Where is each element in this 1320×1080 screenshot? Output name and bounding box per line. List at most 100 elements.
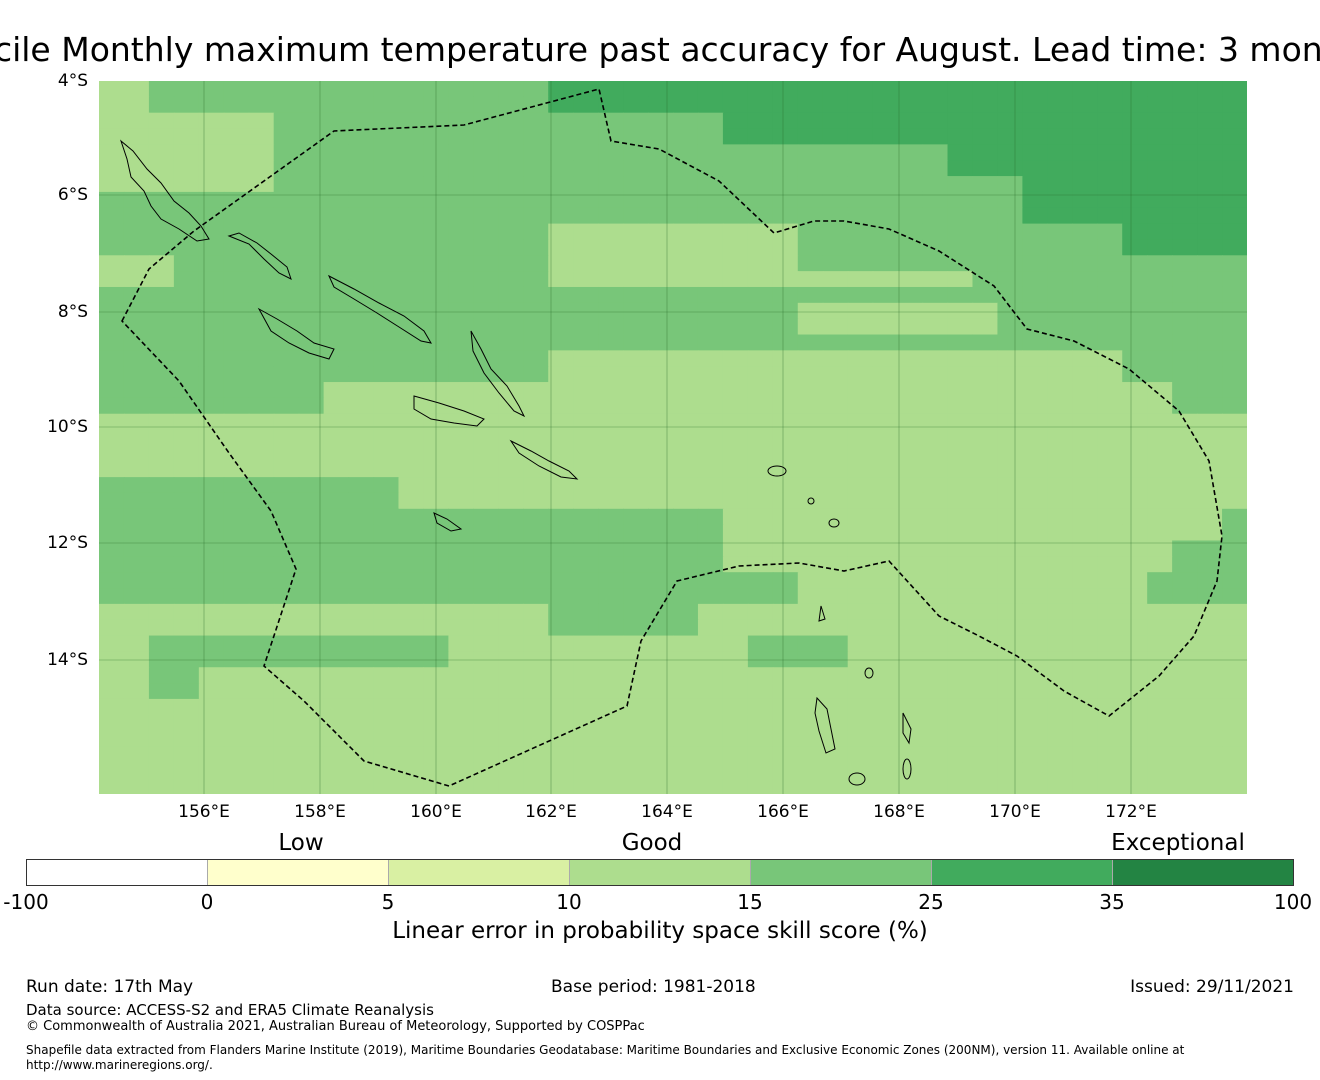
skill-cell bbox=[248, 508, 275, 526]
skill-cell bbox=[498, 445, 524, 462]
island-choiseul bbox=[227, 232, 292, 280]
lon-label-166e: 166°E bbox=[757, 802, 809, 822]
skill-cell bbox=[697, 572, 724, 589]
skill-cell bbox=[648, 588, 674, 605]
skill-cell bbox=[573, 191, 599, 209]
skill-cell bbox=[922, 144, 949, 161]
skill-cell bbox=[398, 698, 425, 716]
skill-cell bbox=[123, 397, 150, 415]
skill-cell bbox=[348, 492, 375, 510]
skill-cell bbox=[148, 572, 175, 589]
skill-cell bbox=[1147, 318, 1173, 336]
skill-cell bbox=[1097, 683, 1123, 700]
skill-cell bbox=[123, 81, 150, 98]
skill-cell bbox=[223, 635, 250, 652]
skill-cell bbox=[523, 397, 549, 415]
skill-cell bbox=[1022, 778, 1048, 794]
skill-cell bbox=[1147, 477, 1173, 494]
skill-cell bbox=[847, 176, 874, 193]
skill-cell bbox=[598, 619, 624, 637]
skill-cell bbox=[173, 651, 200, 668]
skill-cell bbox=[922, 334, 949, 351]
skill-cell bbox=[1222, 667, 1247, 684]
skill-cell bbox=[1047, 96, 1073, 114]
skill-cell bbox=[498, 302, 524, 320]
skill-cell bbox=[997, 730, 1023, 748]
skill-cell bbox=[872, 81, 899, 98]
skill-cell bbox=[498, 255, 524, 272]
graticule bbox=[99, 81, 1247, 794]
skill-cell bbox=[298, 207, 325, 225]
skill-cell bbox=[1097, 588, 1123, 605]
skill-cell bbox=[947, 366, 974, 383]
skill-cell bbox=[448, 350, 474, 367]
skill-cell bbox=[1097, 619, 1123, 637]
skill-cell bbox=[1097, 239, 1123, 256]
skill-cell bbox=[1072, 556, 1098, 573]
skill-cell bbox=[1122, 397, 1148, 415]
skill-cell bbox=[772, 144, 799, 161]
colorbar-segment bbox=[389, 860, 570, 885]
skill-cell bbox=[99, 588, 125, 605]
skill-cell bbox=[123, 651, 150, 668]
skill-cell bbox=[1022, 144, 1048, 161]
skill-cell bbox=[947, 255, 974, 272]
skill-cell bbox=[872, 128, 899, 145]
skill-cell bbox=[473, 667, 499, 684]
skill-cell bbox=[972, 255, 999, 272]
skill-cell bbox=[1222, 382, 1247, 399]
skill-cell bbox=[1047, 572, 1073, 589]
skill-cell bbox=[697, 350, 724, 367]
skill-cell bbox=[448, 667, 474, 684]
skill-cell bbox=[847, 366, 874, 383]
skill-cell bbox=[598, 588, 624, 605]
skill-cell bbox=[99, 286, 125, 304]
skill-cell bbox=[523, 429, 549, 447]
skill-cell bbox=[947, 540, 974, 557]
skill-cell bbox=[1022, 508, 1048, 526]
skill-cell bbox=[1197, 651, 1223, 668]
skill-cell bbox=[947, 556, 974, 573]
skill-cell bbox=[1022, 302, 1048, 320]
skill-cell bbox=[373, 635, 400, 652]
skill-cell bbox=[498, 366, 524, 383]
skill-cell bbox=[648, 112, 674, 130]
skill-cell bbox=[697, 160, 724, 177]
skill-cell bbox=[1022, 429, 1048, 447]
skill-cell bbox=[1197, 603, 1223, 621]
skill-cell bbox=[523, 572, 549, 589]
skill-cell bbox=[173, 255, 200, 272]
skill-cell bbox=[997, 746, 1023, 763]
skill-cell bbox=[747, 207, 774, 225]
skill-cell bbox=[523, 762, 549, 779]
skill-cell bbox=[1022, 334, 1048, 351]
skill-cell bbox=[872, 730, 899, 748]
skill-cell bbox=[198, 603, 225, 621]
skill-cell bbox=[99, 429, 125, 447]
skill-cell bbox=[1172, 366, 1198, 383]
skill-cell bbox=[997, 255, 1023, 272]
colorbar-segment bbox=[570, 860, 751, 885]
skill-cell bbox=[673, 207, 699, 225]
skill-cell bbox=[323, 81, 350, 98]
skill-cell bbox=[498, 128, 524, 145]
skill-cell bbox=[872, 96, 899, 114]
skill-cell bbox=[673, 96, 699, 114]
skill-cell bbox=[1197, 746, 1223, 763]
skill-cell bbox=[1022, 255, 1048, 272]
island-new-georgia bbox=[257, 307, 335, 360]
lon-label-168e: 168°E bbox=[873, 802, 925, 822]
skill-cell bbox=[148, 112, 175, 130]
skill-cell bbox=[573, 255, 599, 272]
skill-cell bbox=[123, 96, 150, 114]
skill-cell bbox=[148, 350, 175, 367]
skill-cell bbox=[623, 191, 649, 209]
skill-cell bbox=[348, 667, 375, 684]
skill-cell bbox=[373, 477, 400, 494]
skill-cell bbox=[922, 366, 949, 383]
skill-cell bbox=[673, 524, 699, 542]
skill-cell bbox=[847, 635, 874, 652]
skill-cell bbox=[348, 588, 375, 605]
skill-cell bbox=[1147, 112, 1173, 130]
skill-cell bbox=[822, 683, 849, 700]
